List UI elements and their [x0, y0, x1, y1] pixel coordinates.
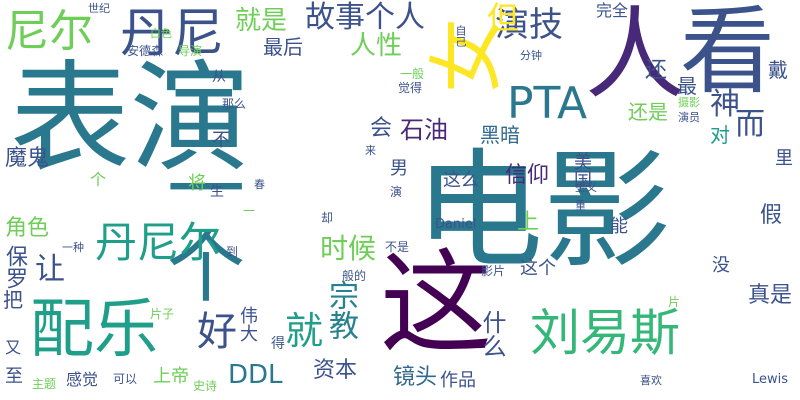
- word-danier: 丹尼尔: [95, 218, 222, 267]
- word-yige: 一个: [154, 148, 244, 304]
- word-shiyou: 石油: [400, 116, 448, 144]
- word-mogui: 魔鬼: [5, 146, 50, 171]
- word-hui: 会: [370, 116, 393, 141]
- word-name: 那么: [222, 97, 247, 111]
- word-yiban: 一般: [400, 67, 425, 81]
- word-zuihou: 最后: [263, 35, 303, 59]
- word-heian: 黑暗: [480, 123, 520, 147]
- word-jingtou: 镜头: [393, 365, 438, 390]
- word-hai: 还: [645, 58, 668, 83]
- word-fenzhong: 分钟: [520, 49, 542, 62]
- word-ganjue: 感觉: [66, 370, 99, 389]
- word-bushi: 不是: [385, 240, 410, 254]
- word-dan: 但: [487, 0, 520, 37]
- word-juede: 觉得: [398, 81, 423, 95]
- word-xinyang: 信仰: [505, 163, 550, 188]
- word-shangdi: 上帝: [153, 366, 189, 387]
- word-pta: PTA: [507, 78, 588, 129]
- word-nan: 男: [390, 158, 408, 179]
- word-jiaose: 角色: [5, 216, 50, 241]
- word-zui: 最: [677, 74, 697, 98]
- word-neng: 能: [610, 216, 628, 237]
- word-zhege: 这个: [520, 258, 556, 279]
- word-yingpian: 影片: [481, 264, 506, 278]
- word-lai: 来: [365, 144, 376, 157]
- word-shen: 神: [710, 87, 740, 122]
- word-que: 却: [321, 211, 334, 225]
- word-ziben: 资本: [313, 358, 358, 383]
- word-ge: 个: [90, 170, 107, 189]
- word-zhenshi: 真是: [748, 283, 793, 308]
- word-yanyuan: 演员: [678, 111, 700, 124]
- word-zhong: 重: [575, 199, 586, 212]
- word-ddl: DDL: [228, 360, 283, 390]
- word-bu: 不: [212, 130, 230, 151]
- word-yan: 演: [390, 185, 403, 199]
- word-dui: 对: [710, 123, 730, 147]
- word-daniel: Daniel: [435, 217, 477, 232]
- word-ziji: 自己: [454, 25, 467, 47]
- word-andesen: 安德森: [127, 44, 164, 58]
- word-zheme: 这么: [443, 170, 479, 191]
- word-liuyisi: 刘易斯: [530, 304, 680, 362]
- word-bande: 般的: [342, 269, 367, 283]
- word-er: 而: [735, 107, 765, 142]
- word-meiguo: 美国: [571, 152, 592, 188]
- word-peiyue: 配乐: [30, 293, 158, 367]
- word-zongjiao: 宗教: [323, 280, 358, 340]
- word-dianying: 电影: [415, 137, 672, 286]
- word-yizhong: 一种: [62, 241, 84, 254]
- word-mei: 没: [712, 255, 730, 276]
- word-dai: 戴: [768, 58, 788, 82]
- word-jiu: 就: [285, 309, 324, 353]
- word-shiji: 世纪: [88, 2, 110, 15]
- word-jia: 假: [760, 203, 783, 228]
- word-shishi: 史诗: [193, 379, 218, 393]
- word-xihuan: 喜欢: [640, 374, 662, 387]
- word-geren: 个人: [365, 0, 425, 35]
- word-shihou: 时候: [320, 232, 377, 265]
- word-zhe: 这: [380, 239, 492, 369]
- word-sheng: 生: [210, 184, 224, 200]
- word-nier: 尼尔: [5, 6, 93, 57]
- word-zuopin: 作品: [440, 370, 476, 391]
- word-wanquan: 完全: [596, 1, 629, 20]
- word-kan: 看: [680, 0, 776, 107]
- word-cong: 从: [212, 69, 226, 85]
- word-weida: 伟大: [237, 306, 258, 342]
- word-de: 得: [271, 336, 285, 352]
- word-jiang: 将: [188, 173, 206, 194]
- word-li: 里: [775, 148, 793, 169]
- word-keyi: 可以: [113, 372, 138, 386]
- word-baise: 白色: [150, 27, 172, 40]
- word-pianzi: 片子: [150, 307, 175, 321]
- word-yi: 一: [243, 204, 256, 218]
- word-baoluo: 保罗: [2, 245, 27, 289]
- word-zhuti: 主题: [32, 377, 57, 391]
- word-haishi: 还是: [628, 100, 668, 124]
- word-ren: 人: [585, 0, 685, 113]
- word-yanji: 演技: [495, 5, 563, 45]
- word-biaoyan: 表演: [10, 50, 250, 189]
- word-zhuyi: 主义: [575, 181, 597, 194]
- word-daoyan: 导演: [178, 44, 203, 58]
- word-zhi: 至: [5, 366, 23, 387]
- word-danni: 丹尼: [120, 4, 225, 64]
- word-pian: 片: [668, 295, 681, 309]
- word-jiushi: 就是: [235, 6, 288, 36]
- word-lewis: Lewis: [752, 372, 789, 387]
- word-sheying: 摄影: [678, 96, 700, 109]
- word-dao: 到: [226, 245, 239, 259]
- word-rang: 让: [35, 252, 65, 287]
- word-you: 又: [5, 338, 22, 357]
- word-hao: 好: [197, 309, 237, 355]
- word-gushi: 故事: [305, 0, 365, 35]
- word-ba: 把: [3, 288, 23, 312]
- word-shenme: 什么: [478, 310, 506, 358]
- word-renxing: 人性: [350, 31, 403, 61]
- word-chun: 春: [254, 178, 265, 191]
- word-shang: 上: [517, 210, 540, 235]
